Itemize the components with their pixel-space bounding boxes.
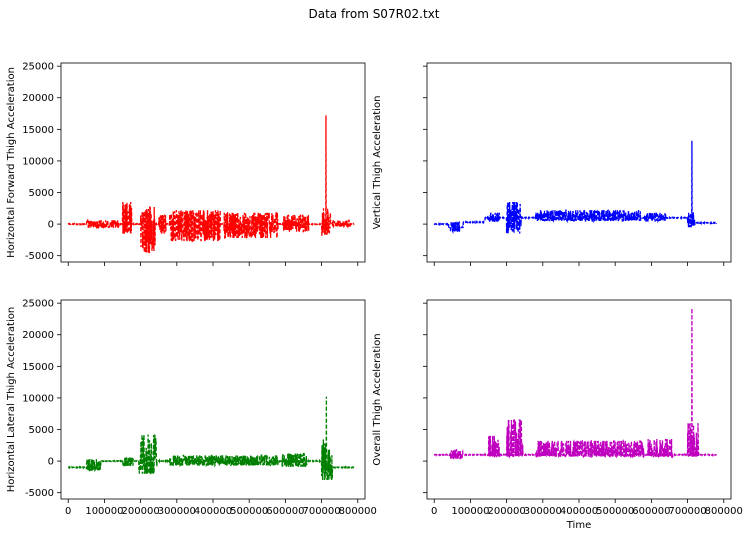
series-line [433, 308, 717, 461]
x-axis-label: Time [566, 520, 591, 531]
y-axis-label: Overall Thigh Acceleration [372, 333, 383, 465]
y-tick-label: 25000 [22, 299, 54, 310]
y-tick-label: 20000 [22, 93, 54, 104]
y-tick-label: 10000 [22, 156, 54, 167]
series-line [67, 396, 355, 481]
x-tick-label: 700000 [668, 506, 706, 517]
axes-frame [60, 299, 366, 500]
subplot-bottom-left: 0 100000200000300000400000500000600000700… [6, 299, 377, 517]
y-tick-label: 0 [48, 457, 54, 468]
y-tick-label: 25000 [22, 62, 54, 73]
x-tick-label: 100000 [451, 506, 489, 517]
axes-frame [426, 299, 732, 500]
subplot-bottom-right: 0 100000200000300000400000500000600000700… [372, 299, 743, 531]
series-line [433, 140, 718, 235]
y-tick-label: 0 [48, 220, 54, 231]
x-tick-label: 100000 [85, 506, 123, 517]
y-tick-label: -5000 [25, 488, 54, 499]
subplot-top-right: Vertical Thigh Acceleration [372, 62, 732, 266]
y-tick-label: 20000 [22, 330, 54, 341]
x-tick-label: 800000 [339, 506, 377, 517]
y-axis-label: Horizontal Forward Thigh Acceleration [6, 67, 17, 258]
x-tick-label: 200000 [122, 506, 160, 517]
x-tick-label: 400000 [560, 506, 598, 517]
y-tick-label: 15000 [22, 125, 54, 136]
y-axis-label: Horizontal Lateral Thigh Acceleration [6, 307, 17, 492]
axes-frame [426, 62, 732, 263]
x-tick-label: 400000 [194, 506, 232, 517]
subplot-grid: -5000 0 5000 10000 15000 20000 25000 Horizontal… [6, 62, 743, 531]
x-tick-label: 600000 [266, 506, 304, 517]
x-tick-label: 0 [431, 506, 437, 517]
y-axis-label: Vertical Thigh Acceleration [372, 96, 383, 230]
series-line [67, 115, 355, 254]
x-tick-label: 700000 [302, 506, 340, 517]
x-tick-label: 500000 [596, 506, 634, 517]
x-tick-label: 500000 [230, 506, 268, 517]
subplot-top-left: -5000 0 5000 10000 15000 20000 25000 Horizontal… [6, 62, 366, 266]
x-tick-label: 800000 [705, 506, 743, 517]
x-tick-label: 0 [65, 506, 71, 517]
y-tick-label: 5000 [29, 425, 54, 436]
x-tick-label: 300000 [158, 506, 196, 517]
y-tick-label: -5000 [25, 251, 54, 262]
x-tick-label: 600000 [632, 506, 670, 517]
x-tick-label: 200000 [488, 506, 526, 517]
y-tick-label: 5000 [29, 188, 54, 199]
x-tick-label: 300000 [524, 506, 562, 517]
y-tick-label: 15000 [22, 362, 54, 373]
y-tick-label: 10000 [22, 393, 54, 404]
figure-title: Data from S07R02.txt [308, 7, 439, 21]
